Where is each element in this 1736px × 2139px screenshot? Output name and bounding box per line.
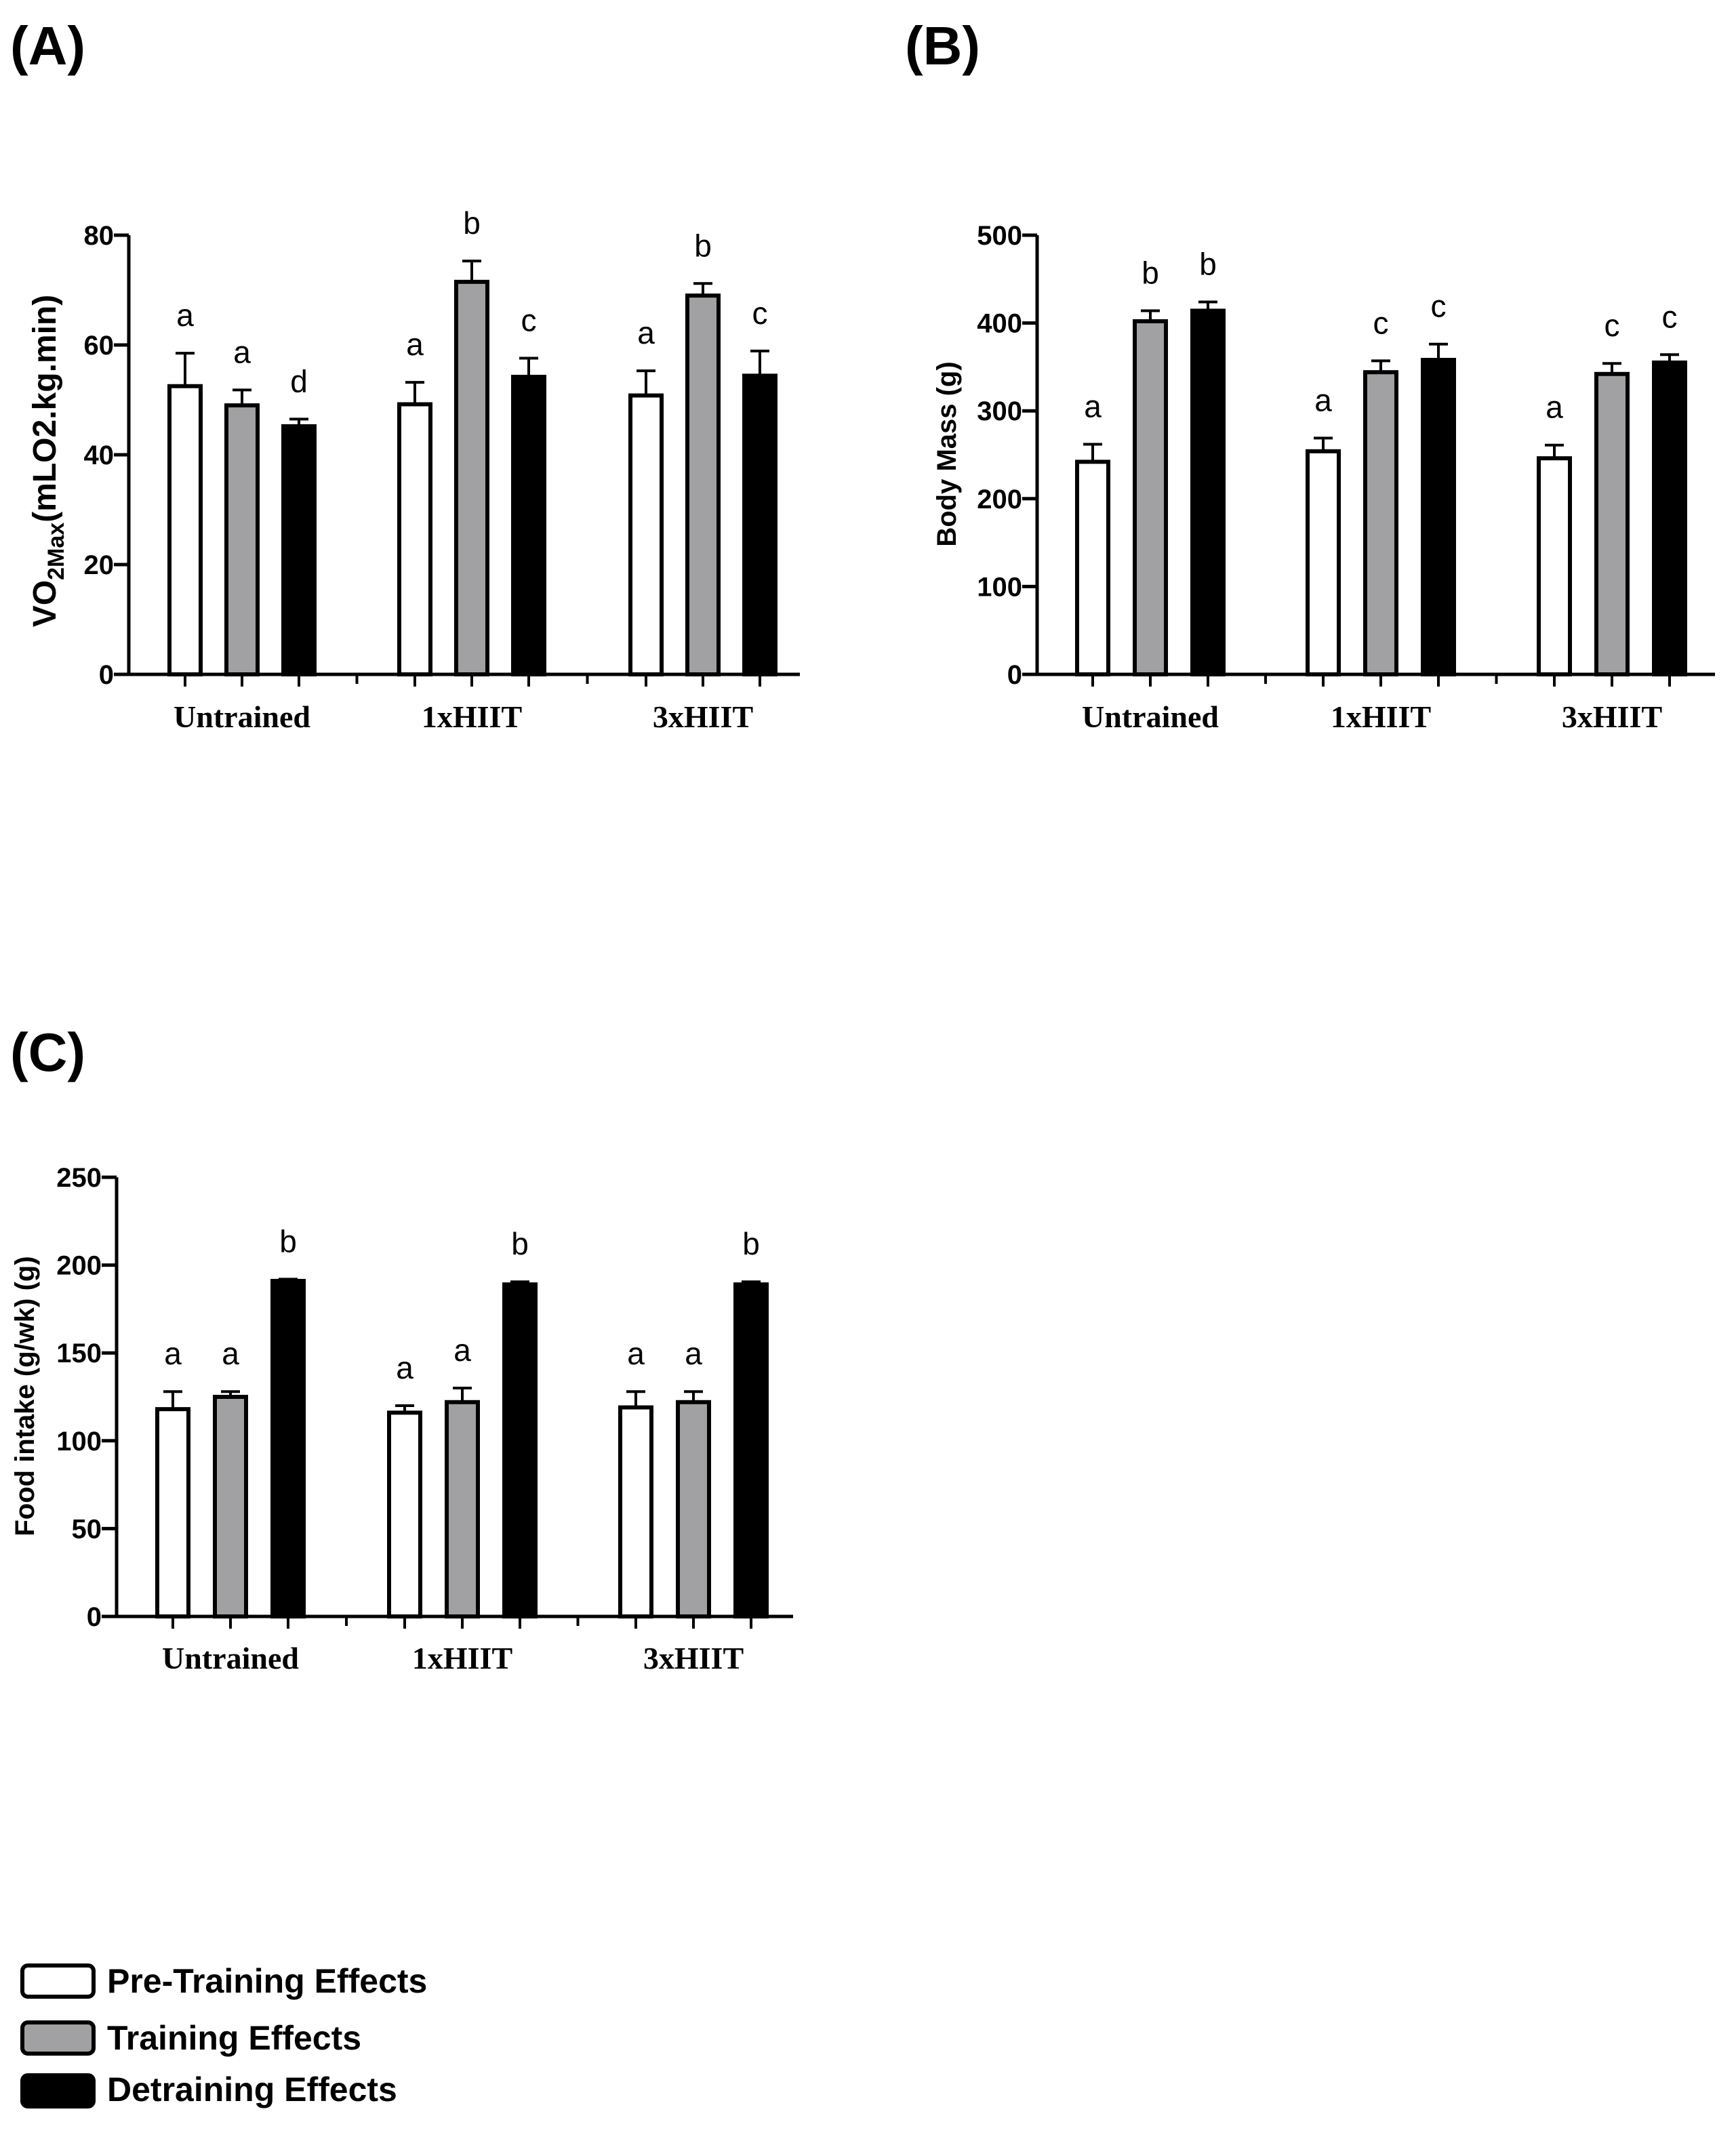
- x-category-label: Untrained: [1082, 699, 1219, 734]
- bar-detraining-effects-3xhiit: [1652, 360, 1687, 676]
- bar-detraining-effects-1xhiit: [502, 1282, 538, 1619]
- y-tick-label: 100: [977, 572, 1022, 602]
- bar-pre-training-effects-1xhiit: [397, 402, 432, 676]
- x-category-label: 1xHIIT: [1331, 699, 1431, 734]
- bar-training-effects-3xhiit: [1594, 371, 1630, 676]
- significance-letter: a: [637, 315, 655, 350]
- bar-pre-training-effects-3xhiit: [618, 1405, 653, 1618]
- y-tick-label: 400: [977, 309, 1022, 339]
- x-category-label: 1xHIIT: [412, 1641, 512, 1675]
- significance-letter: b: [1199, 246, 1217, 281]
- legend-label-training: Training Effects: [107, 2019, 361, 2057]
- y-tick-label: 40: [84, 441, 115, 470]
- significance-letter: a: [406, 327, 424, 362]
- y-tick-label: 80: [84, 221, 115, 251]
- significance-letter: b: [511, 1226, 529, 1261]
- significance-letter: c: [1662, 299, 1678, 334]
- legend-swatch-detraining: [20, 2073, 96, 2109]
- significance-letter: a: [396, 1350, 413, 1385]
- significance-letter: a: [1546, 390, 1563, 425]
- chart-c: 0 50 100 150 200 250 Untrained a a b 1xHIIT a a b 3xHI…: [56, 1163, 793, 1675]
- panel-label-b: (B): [905, 16, 980, 76]
- bar-training-effects-1xhiit: [445, 1400, 480, 1618]
- bar-detraining-effects-1xhiit: [511, 374, 546, 676]
- bar-training-effects-untrained: [224, 403, 260, 676]
- bar-pre-training-effects-1xhiit: [1306, 449, 1341, 676]
- y-tick-label: 150: [56, 1339, 102, 1368]
- significance-letter: b: [279, 1223, 297, 1259]
- legend-label-pre-training: Pre-Training Effects: [107, 1962, 427, 2000]
- bar-detraining-effects-untrained: [270, 1278, 306, 1618]
- bar-detraining-effects-1xhiit: [1421, 358, 1456, 676]
- significance-letter: a: [627, 1336, 645, 1371]
- x-category-label: Untrained: [174, 699, 310, 734]
- significance-letter: d: [290, 363, 308, 399]
- bar-training-effects-3xhiit: [685, 293, 721, 677]
- y-tick-label: 250: [56, 1163, 102, 1193]
- bar-pre-training-effects-untrained: [167, 384, 203, 676]
- bar-detraining-effects-3xhiit: [733, 1282, 769, 1619]
- y-tick-label: 500: [977, 221, 1022, 251]
- significance-letter: b: [1142, 255, 1159, 290]
- y-tick-label: 0: [99, 660, 114, 690]
- significance-letter: c: [521, 302, 537, 338]
- legend-swatch-training: [20, 2020, 96, 2056]
- x-category-label: Untrained: [162, 1641, 299, 1675]
- significance-letter: a: [164, 1336, 182, 1371]
- significance-letter: a: [233, 334, 251, 369]
- bar-training-effects-1xhiit: [454, 279, 489, 677]
- x-category-label: 3xHIIT: [1562, 699, 1662, 734]
- significance-letter: a: [453, 1332, 471, 1368]
- bar-pre-training-effects-3xhiit: [1537, 456, 1572, 677]
- significance-letter: a: [1314, 382, 1332, 417]
- significance-letter: b: [694, 228, 712, 263]
- bar-pre-training-effects-3xhiit: [628, 393, 664, 677]
- chart-b-ylabel: Body Mass (g): [932, 361, 962, 546]
- significance-letter: c: [1431, 289, 1447, 324]
- chart-c-ylabel: Food intake (g/wk) (g): [10, 1256, 40, 1536]
- x-category-label: 3xHIIT: [653, 699, 753, 734]
- panel-label-a: (A): [10, 16, 85, 76]
- x-category-label: 1xHIIT: [422, 699, 522, 734]
- y-tick-label: 200: [56, 1251, 102, 1281]
- significance-letter: c: [1373, 305, 1389, 340]
- legend-label-detraining: Detraining Effects: [107, 2071, 397, 2109]
- bar-training-effects-untrained: [1133, 319, 1168, 676]
- y-tick-label: 200: [977, 485, 1022, 514]
- significance-letter: a: [1084, 388, 1102, 424]
- significance-letter: c: [1604, 308, 1620, 343]
- bar-pre-training-effects-1xhiit: [387, 1410, 422, 1618]
- significance-letter: c: [752, 296, 768, 331]
- y-tick-label: 60: [84, 331, 115, 361]
- chart-a: 0 20 40 60 80 Untrained a a d 1xHIIT a b c 3xHIIT a b c: [84, 205, 800, 734]
- bar-detraining-effects-untrained: [281, 424, 317, 676]
- y-tick-label: 0: [1007, 660, 1022, 690]
- legend: Pre-Training Effects Training Effects De…: [20, 1962, 427, 2109]
- bar-detraining-effects-untrained: [1190, 308, 1226, 676]
- y-tick-label: 50: [72, 1514, 102, 1544]
- chart-a-ylabel: VO2Max(mLO2.kg.min): [27, 295, 69, 627]
- panel-label-c: (C): [10, 1022, 85, 1082]
- chart-b: 0 100 200 300 400 500 Untrained a b b 1xHIIT a c c 3xH…: [977, 221, 1715, 734]
- significance-letter: a: [222, 1336, 239, 1371]
- bar-pre-training-effects-untrained: [155, 1407, 190, 1619]
- bar-training-effects-1xhiit: [1363, 370, 1398, 677]
- significance-letter: a: [176, 298, 194, 333]
- y-tick-label: 300: [977, 396, 1022, 426]
- y-tick-label: 100: [56, 1427, 102, 1456]
- bar-detraining-effects-3xhiit: [742, 373, 778, 676]
- bar-pre-training-effects-untrained: [1075, 460, 1110, 676]
- y-tick-label: 0: [87, 1602, 102, 1632]
- bar-training-effects-3xhiit: [676, 1400, 711, 1618]
- y-tick-label: 20: [84, 550, 115, 580]
- legend-swatch-pre-training: [20, 1963, 96, 1999]
- significance-letter: b: [742, 1226, 760, 1261]
- x-category-label: 3xHIIT: [643, 1641, 744, 1675]
- significance-letter: b: [463, 205, 481, 241]
- significance-letter: a: [685, 1336, 702, 1371]
- bar-training-effects-untrained: [213, 1395, 248, 1618]
